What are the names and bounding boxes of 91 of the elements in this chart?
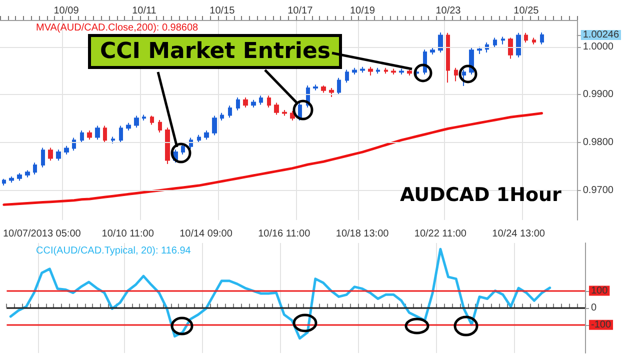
candlestick [446, 32, 450, 84]
candlestick [87, 130, 92, 140]
candlestick [454, 67, 458, 82]
x-tick-label: 10/14 09:00 [180, 228, 233, 240]
candlestick [80, 130, 84, 143]
candlestick [532, 37, 536, 45]
candlestick [17, 172, 22, 182]
candlestick [41, 147, 45, 168]
candlestick [2, 178, 6, 186]
x-tick-label: 10/09 [54, 6, 80, 16]
candlestick [189, 137, 193, 150]
candlestick [181, 143, 185, 155]
y-tick-label: 1.0000 [582, 41, 614, 52]
x-tick-label: 10/15 [210, 6, 236, 16]
candlestick [103, 125, 107, 143]
candlestick [384, 67, 388, 74]
candlestick [236, 97, 240, 111]
candlestick [290, 110, 295, 121]
candlestick [540, 32, 544, 45]
candlestick [9, 176, 14, 184]
x-tick-label: 10/18 13:00 [336, 228, 390, 240]
candlestick [228, 105, 232, 118]
candlestick [329, 87, 334, 98]
x-tick-label: 10/17 [288, 6, 314, 16]
candlestick [243, 97, 248, 108]
candlestick [438, 32, 443, 54]
x-tick-label: 10/25 [514, 6, 540, 16]
candlestick [298, 102, 302, 121]
x-tick-label: 10/24 13:00 [492, 228, 546, 240]
candlestick [501, 36, 505, 45]
x-tick-label: 10/10 11:00 [102, 228, 154, 240]
candlestick [337, 77, 341, 96]
candlestick [142, 114, 146, 121]
candlestick [95, 125, 100, 140]
candlestick [399, 68, 404, 76]
candlestick [282, 109, 287, 116]
candlestick [321, 85, 326, 94]
candlestick [462, 69, 466, 87]
candlestick [368, 66, 373, 76]
candlestick [212, 115, 217, 136]
y-tick-label: 0 [591, 302, 597, 314]
candlestick [204, 130, 209, 140]
candlestick [48, 147, 53, 162]
text: MVA(AUD/CAD.Close,200): 0.98608 [36, 22, 199, 34]
candlestick [430, 47, 435, 55]
candlestick [64, 145, 69, 155]
candlestick [72, 137, 76, 152]
candlestick [516, 32, 521, 58]
candlestick [150, 115, 154, 126]
annotation: AUDCAD 1Hour [400, 184, 562, 206]
x-tick-label: 10/23 [436, 6, 462, 16]
candlestick [119, 125, 123, 143]
candlestick [111, 136, 115, 144]
candlestick [259, 95, 263, 106]
x-tick-label: 10/07/2013 05:00 [2, 228, 82, 240]
candlestick [165, 127, 170, 165]
candlestick [220, 112, 224, 121]
candlestick [485, 42, 489, 54]
candlestick [126, 122, 131, 132]
y-tick-label: 0.9800 [582, 136, 614, 148]
x-tick-label: 10/22 11:00 [414, 228, 467, 240]
candlestick [33, 162, 37, 176]
candlestick [313, 84, 318, 91]
y-tick-label: -100 [591, 319, 612, 330]
candlestick [376, 67, 380, 74]
y-tick-label: 1.00246 [582, 30, 620, 41]
candlestick [25, 170, 30, 178]
series-label: CCI(AUD/CAD.Typical, 20): 116.94 [36, 246, 192, 256]
candlestick [197, 134, 201, 143]
candlestick [407, 69, 412, 76]
y-tick-label: 0.9700 [582, 184, 614, 196]
candlestick [134, 115, 139, 128]
candlestick [508, 37, 513, 60]
candlestick [391, 68, 396, 76]
y-tick-label: 100 [591, 285, 608, 296]
x-tick-label: 10/16 11:00 [258, 228, 311, 240]
candlestick [477, 46, 482, 54]
candlestick [251, 99, 256, 108]
candlestick [352, 67, 357, 76]
x-tick-label: 10/19 [350, 6, 376, 16]
candlestick [56, 149, 61, 162]
candlestick [267, 95, 271, 108]
candlestick [345, 69, 349, 84]
candlestick [360, 66, 365, 74]
candlestick [274, 102, 279, 116]
candlestick [493, 37, 497, 48]
annotation: CCI Market Entries [88, 34, 342, 69]
x-tick-label: 10/11 [132, 6, 157, 16]
y-tick-label: 0.9900 [582, 89, 614, 100]
candlestick [158, 120, 162, 133]
candlestick [524, 32, 528, 43]
